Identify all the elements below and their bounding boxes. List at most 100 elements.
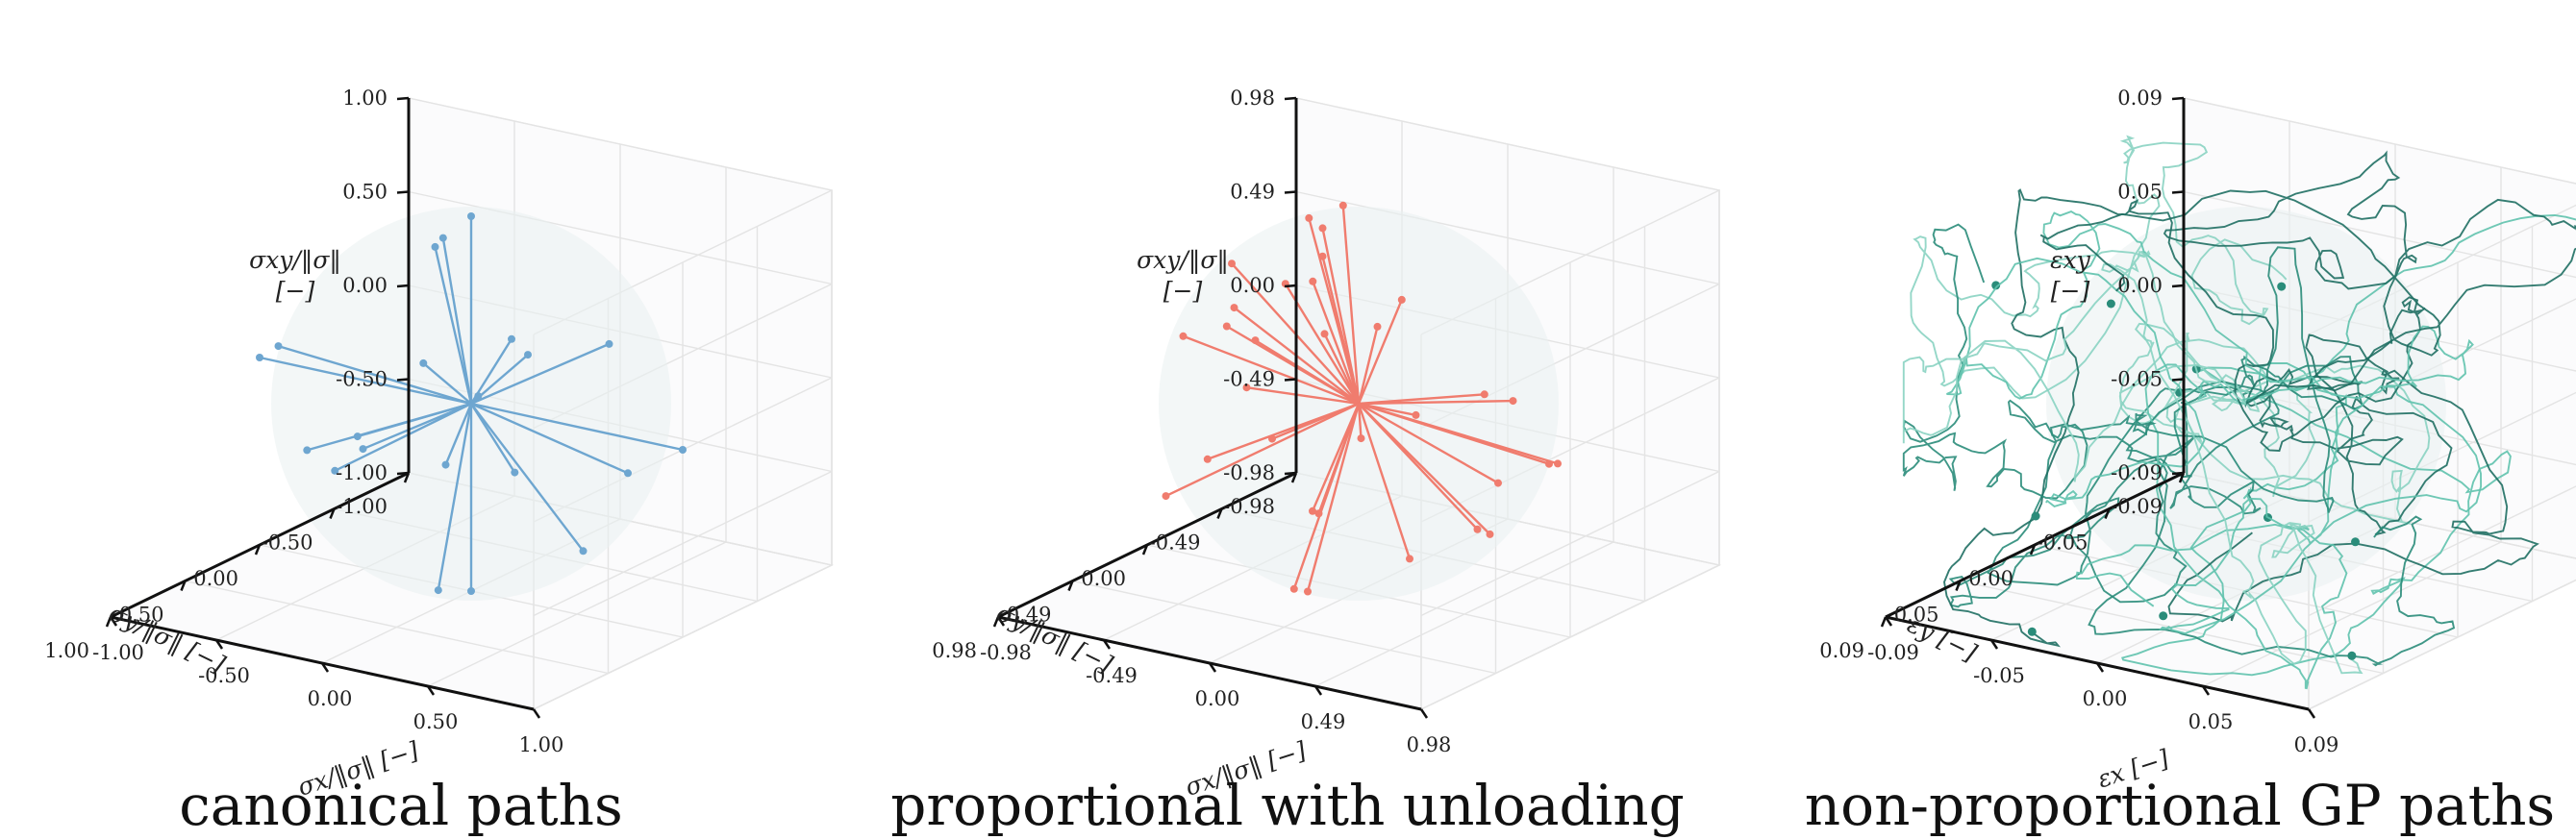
path-endpoint <box>2347 651 2357 660</box>
gp-path <box>2088 355 2456 667</box>
path-endpoint <box>331 466 339 475</box>
y-tick-mark <box>1880 616 1888 628</box>
path-line <box>1207 402 1360 460</box>
path-line <box>422 361 472 405</box>
path-endpoint <box>441 460 450 469</box>
z-tick-mark <box>396 284 410 288</box>
y-tick-label: 0.98 <box>932 639 977 662</box>
panel-title: non-proportional GP paths <box>1805 773 2555 838</box>
path-line <box>437 403 473 591</box>
path-line <box>1226 325 1360 406</box>
z-axis-unit: [−] <box>2051 277 2090 305</box>
z-axis-label: σxy/‖σ‖ <box>249 246 341 275</box>
path-line <box>1358 403 1479 531</box>
x-tick-mark <box>532 708 541 719</box>
path-endpoint <box>679 446 687 454</box>
gp-path <box>1910 135 2288 413</box>
path-endpoint <box>1991 281 2001 290</box>
y-tick-mark <box>403 472 411 483</box>
path-endpoint <box>1309 506 1316 515</box>
z-tick-label: -0.05 <box>2111 368 2163 391</box>
x-tick-label: 0.98 <box>1407 733 1452 756</box>
path-endpoint <box>1486 530 1494 538</box>
z-tick-label: 0.00 <box>1230 274 1275 297</box>
path-endpoint <box>434 586 442 595</box>
x-tick-mark <box>996 616 1006 627</box>
x-tick-mark <box>1419 708 1429 719</box>
grid-line <box>408 97 833 191</box>
path-endpoint <box>419 358 428 367</box>
x-tick-label: -0.50 <box>198 664 250 687</box>
path-line <box>470 403 585 553</box>
grid-line <box>1295 97 1720 191</box>
z-tick-mark <box>396 190 410 194</box>
path-line <box>1358 402 1499 484</box>
y-tick-label: -0.50 <box>262 531 313 555</box>
gp-path <box>1902 223 2335 513</box>
x-tick-mark <box>2307 708 2316 719</box>
path-endpoint <box>359 445 367 454</box>
path-endpoint <box>1338 201 1347 210</box>
path-endpoint <box>1305 213 1313 222</box>
path-line <box>441 237 473 405</box>
gp-path <box>1902 250 2363 675</box>
y-tick-mark <box>2178 472 2186 483</box>
y-tick-mark <box>1067 581 1074 591</box>
path-endpoint <box>1494 479 1502 487</box>
path-line <box>1164 402 1360 498</box>
z-tick-label: -0.98 <box>1223 461 1275 484</box>
path-endpoint <box>438 234 447 242</box>
x-tick-label: 0.05 <box>2188 710 2234 733</box>
path-line <box>1292 403 1361 590</box>
series <box>1902 135 2576 690</box>
z-tick-mark <box>1284 471 1297 476</box>
z-tick-mark <box>2171 190 2185 194</box>
path-endpoint <box>1318 224 1327 233</box>
x-tick-label: 1.00 <box>519 733 564 756</box>
y-tick-label: 0.49 <box>1007 604 1052 627</box>
gp-path <box>2075 363 2483 690</box>
y-tick-label: -1.00 <box>336 495 388 518</box>
gp-path <box>2039 150 2576 405</box>
y-tick-mark <box>992 616 1000 628</box>
y-tick-mark <box>329 508 336 519</box>
y-tick-label: 0.50 <box>119 604 164 627</box>
gp-path <box>1946 210 2474 507</box>
path-endpoint <box>1412 410 1420 419</box>
path-line <box>444 403 473 466</box>
z-tick-label: 0.05 <box>2117 181 2163 204</box>
grid-line <box>1072 580 1496 675</box>
path-endpoint <box>1289 584 1298 593</box>
path-endpoint <box>467 587 475 595</box>
path-line <box>363 402 472 451</box>
path-endpoint <box>2027 627 2037 636</box>
path-line <box>1357 403 1412 559</box>
y-tick-label: 0.09 <box>1819 639 1864 662</box>
path-line <box>1323 333 1361 405</box>
z-axis-unit: [−] <box>276 277 315 305</box>
path-endpoint <box>1509 397 1517 406</box>
x-tick-label: 0.09 <box>2294 733 2339 756</box>
path-line <box>1306 403 1361 592</box>
path-endpoint <box>1473 525 1482 533</box>
path-endpoint <box>1357 434 1365 443</box>
x-tick-mark <box>1989 639 1999 650</box>
panel-proportional-unloading: -0.98-0.490.000.490.98-0.98-0.490.000.49… <box>890 86 1722 838</box>
path-endpoint <box>624 469 632 478</box>
path-endpoint <box>303 446 312 455</box>
x-tick-label: -0.09 <box>1867 641 1919 664</box>
path-endpoint <box>2159 611 2168 621</box>
path-line <box>1321 256 1361 405</box>
y-tick-mark <box>2029 544 2037 556</box>
path-line <box>1358 393 1485 406</box>
path-line <box>1358 402 1559 465</box>
x-tick-mark <box>1208 662 1217 673</box>
z-axis-label: σxy/‖σ‖ <box>1137 246 1229 275</box>
z-tick-label: 0.09 <box>2117 86 2163 110</box>
z-tick-label: -0.50 <box>336 368 388 391</box>
x-tick-mark <box>2095 662 2105 673</box>
z-tick-mark <box>2171 471 2185 476</box>
z-tick-mark <box>396 378 410 382</box>
z-axis-unit: [−] <box>1163 277 1203 305</box>
y-tick-label: -0.49 <box>1149 531 1201 555</box>
